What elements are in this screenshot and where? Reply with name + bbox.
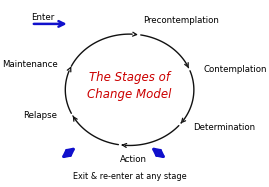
- Text: Contemplation: Contemplation: [204, 65, 267, 74]
- Text: Exit & re-enter at any stage: Exit & re-enter at any stage: [73, 172, 186, 181]
- Text: The Stages of
Change Model: The Stages of Change Model: [87, 71, 172, 101]
- Text: Enter: Enter: [31, 13, 54, 22]
- Text: Relapse: Relapse: [23, 111, 57, 120]
- Text: Maintenance: Maintenance: [2, 60, 57, 69]
- Text: Determination: Determination: [193, 123, 255, 132]
- Text: Action: Action: [119, 155, 147, 164]
- Text: Precontemplation: Precontemplation: [143, 16, 219, 25]
